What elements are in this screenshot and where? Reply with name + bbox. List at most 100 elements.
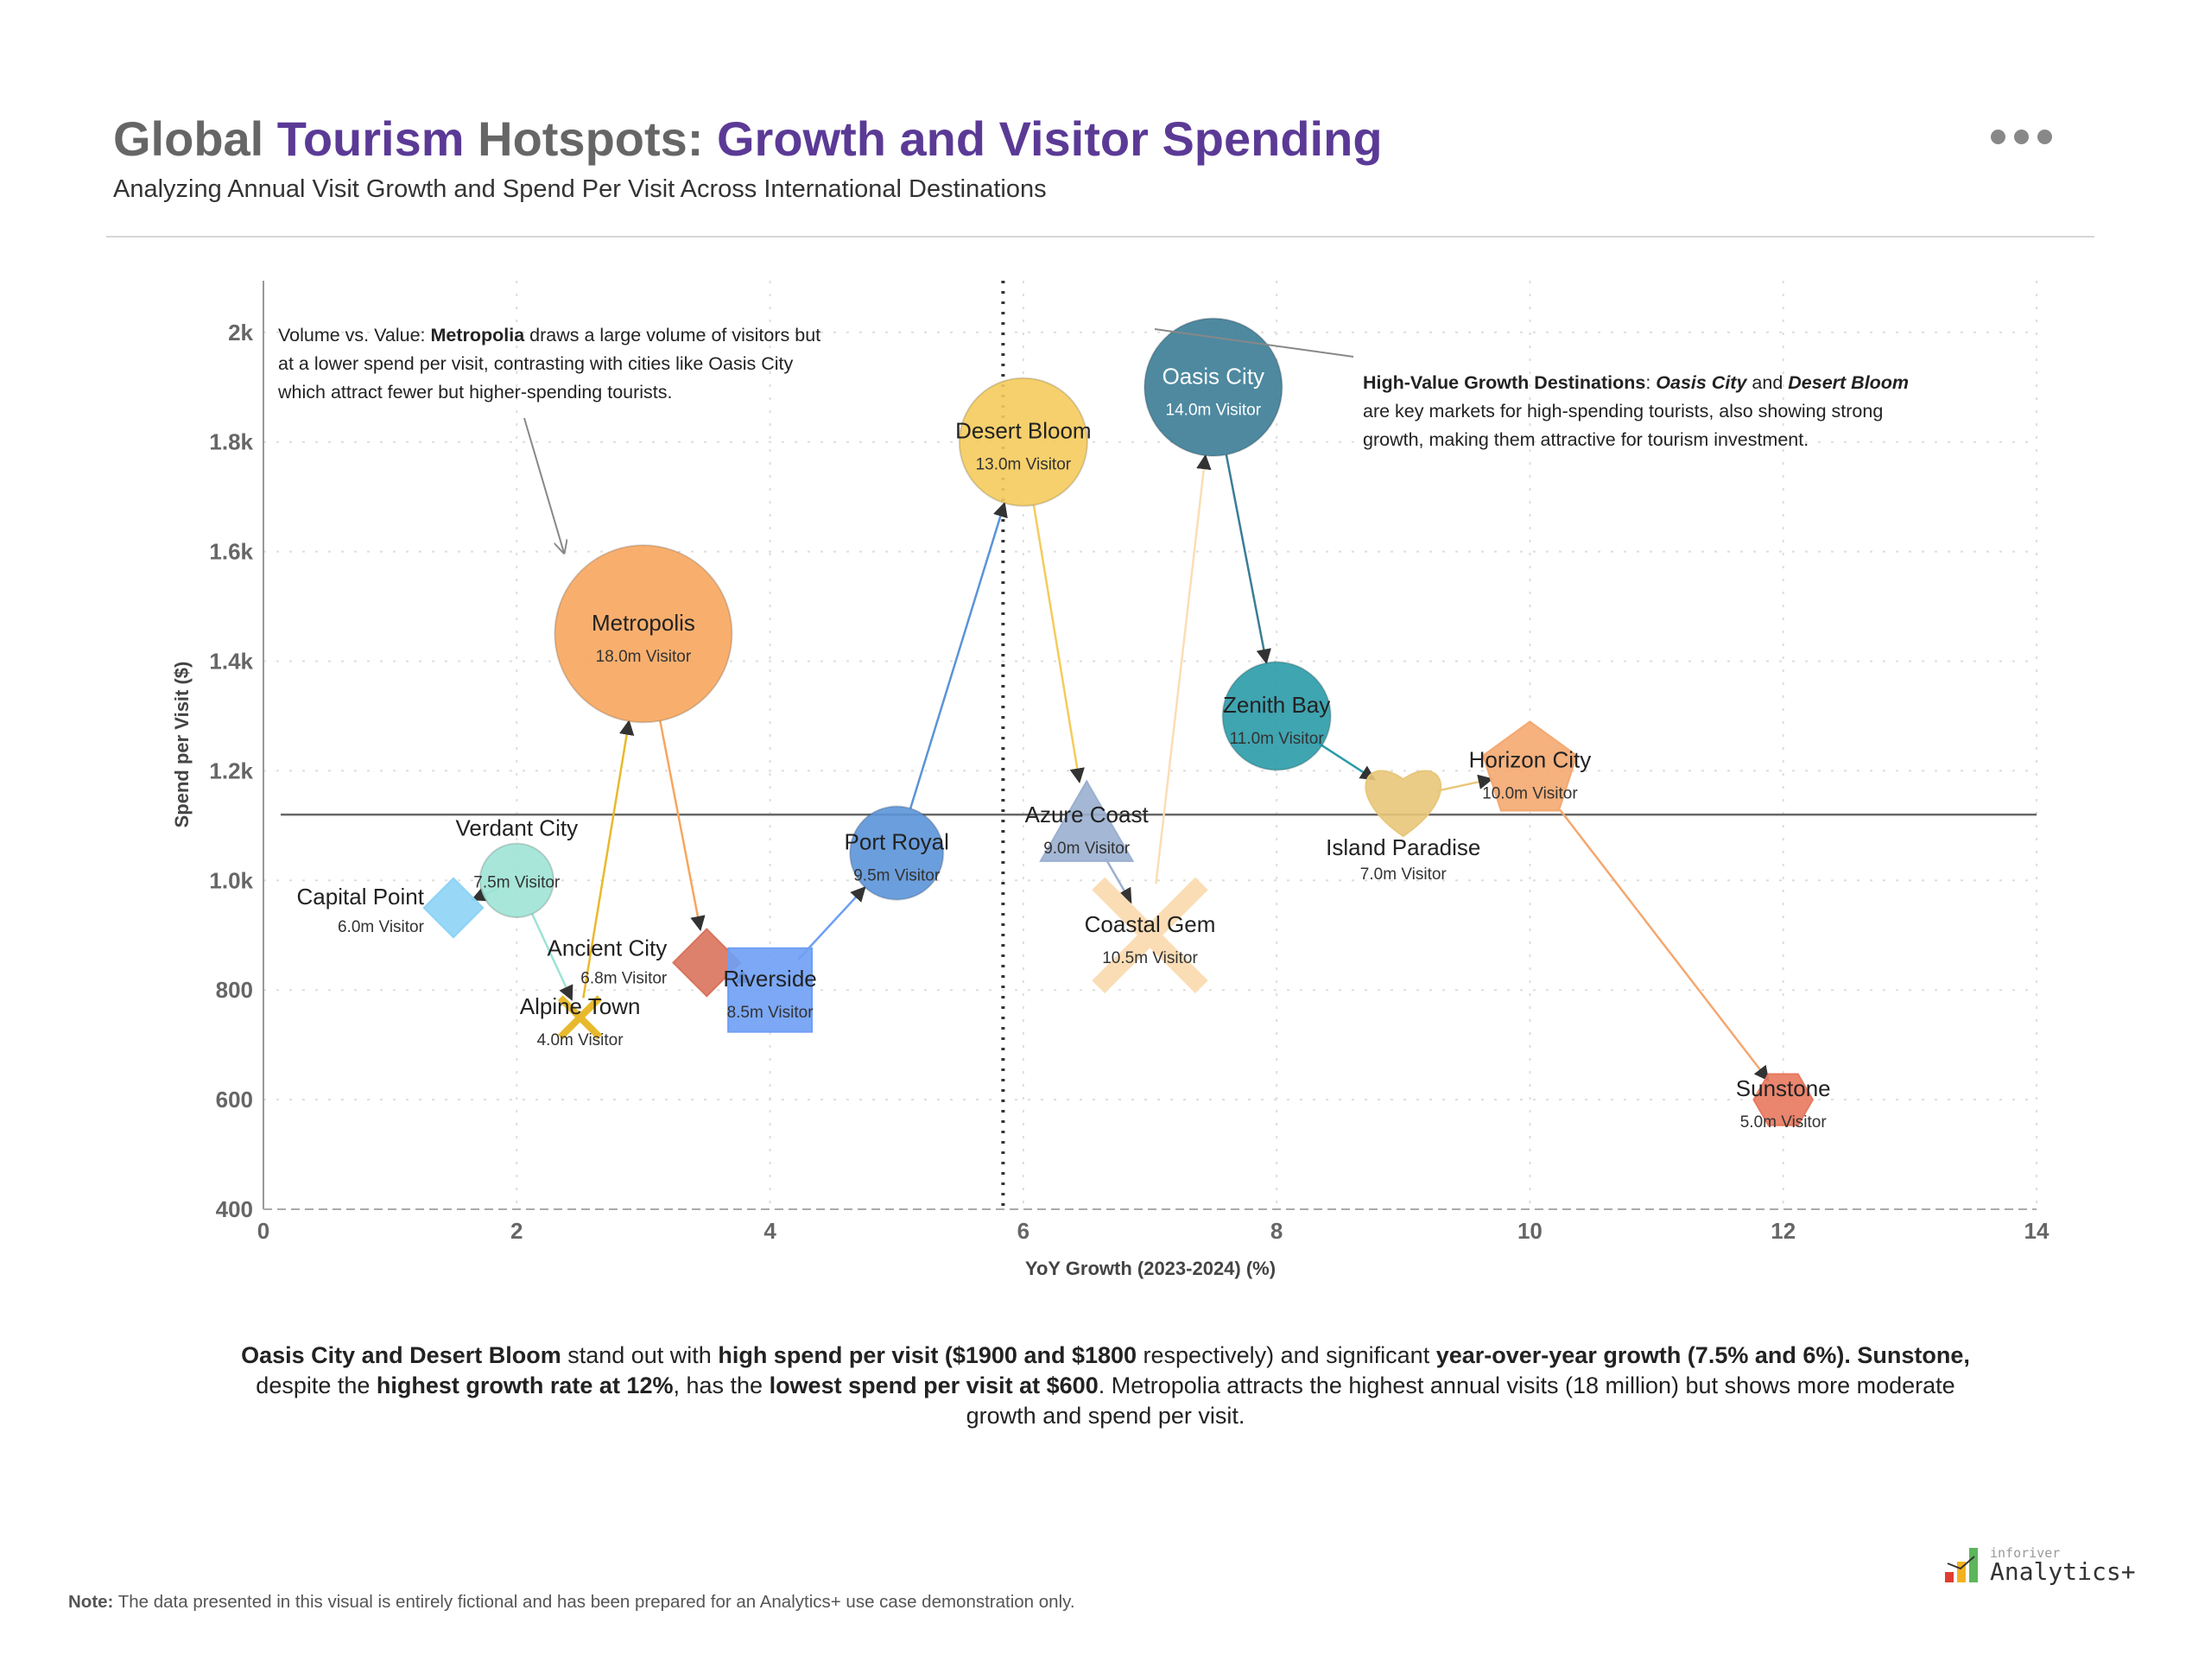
point-name-label: Sunstone	[1736, 1075, 1831, 1101]
logo-product: Analytics+	[1990, 1557, 2136, 1586]
title-part: Hotspots:	[464, 111, 717, 166]
connection-arrow	[1032, 504, 1085, 783]
x-tick-label: 0	[257, 1218, 269, 1244]
point-visitors-label: 8.5m Visitor	[727, 1004, 814, 1022]
x-tick-label: 6	[1017, 1218, 1029, 1244]
more-options-button[interactable]	[1991, 130, 2052, 144]
annotation-pointer	[523, 417, 564, 553]
summary-segment: highest growth rate at 12%	[376, 1373, 674, 1398]
point-capital-point	[422, 877, 485, 939]
connection-arrow	[1225, 454, 1271, 665]
data-points	[422, 317, 1815, 1126]
point-visitors-label: 9.5m Visitor	[853, 867, 941, 885]
title-part: Global	[113, 111, 277, 166]
point-name-label: Riverside	[723, 966, 816, 992]
connection-arrow	[1314, 739, 1376, 781]
more-horizontal-icon	[2037, 130, 2052, 144]
summary-segment: high spend per visit ($1900 and $1800	[718, 1342, 1137, 1368]
more-horizontal-icon	[2014, 130, 2029, 144]
point-visitors-label: 6.0m Visitor	[338, 918, 425, 936]
point-name-label: Desert Bloom	[955, 418, 1092, 444]
title-part: Tourism	[276, 111, 465, 166]
grid-lines	[263, 281, 2037, 1209]
y-tick-label: 400	[216, 1196, 253, 1222]
point-name-label: Verdant City	[455, 815, 578, 840]
x-axis-label: YoY Growth (2023-2024) (%)	[1025, 1258, 1276, 1279]
summary-segment: stand out with	[561, 1342, 719, 1368]
point-visitors-label: 10.5m Visitor	[1102, 949, 1198, 967]
y-tick-label: 800	[216, 977, 253, 1003]
point-visitors-label: 6.8m Visitor	[580, 969, 668, 987]
annotation-pointer	[1154, 328, 1354, 358]
x-tick-label: 4	[763, 1218, 776, 1244]
point-visitors-label: 7.5m Visitor	[473, 873, 561, 891]
summary-segment: . Metropolia attracts the highest annual…	[966, 1373, 1955, 1429]
point-verdant-city	[478, 842, 555, 919]
x-tick-label: 10	[1517, 1218, 1543, 1244]
point-coastal-gem	[1092, 877, 1208, 994]
annotation-segment: Metropolia	[430, 325, 525, 346]
page-subtitle: Analyzing Annual Visit Growth and Spend …	[113, 175, 1047, 203]
y-axis-label: Spend per Visit ($)	[171, 662, 193, 828]
point-visitors-label: 14.0m Visitor	[1166, 401, 1262, 419]
y-tick-label: 1.6k	[209, 539, 253, 565]
point-name-label: Zenith Bay	[1223, 692, 1330, 718]
page-title: Global Tourism Hotspots: Growth and Visi…	[113, 111, 1383, 167]
point-name-label: Capital Point	[297, 884, 425, 910]
connection-arrow	[659, 720, 706, 932]
point-metropolis	[554, 544, 733, 724]
point-name-label: Oasis City	[1163, 363, 1264, 389]
point-name-label: Alpine Town	[520, 993, 641, 1019]
header-divider	[106, 236, 2094, 238]
note-label: Note:	[68, 1592, 114, 1612]
point-name-label: Metropolis	[592, 610, 695, 636]
connection-arrow	[1105, 858, 1132, 904]
summary-segment: year-over-year growth (7.5% and 6%). Sun…	[1435, 1342, 1970, 1368]
point-visitors-label: 18.0m Visitor	[596, 648, 692, 666]
point-name-label: Coastal Gem	[1085, 911, 1216, 937]
x-stroke	[557, 995, 603, 1040]
logo-brand: inforiver	[1990, 1545, 2061, 1561]
point-zenith-bay	[1221, 661, 1332, 771]
point-visitors-label: 11.0m Visitor	[1230, 730, 1325, 748]
annotation-segment: :	[1645, 372, 1657, 393]
y-tick-label: 1.2k	[209, 758, 253, 783]
y-tick-label: 2k	[228, 320, 253, 346]
point-sunstone	[1752, 1073, 1815, 1126]
annotation-segment: High-Value Growth Destinations	[1363, 372, 1646, 393]
summary-segment: , has the	[673, 1373, 770, 1398]
point-name-label: Ancient City	[548, 935, 668, 960]
summary-segment: despite the	[256, 1373, 377, 1398]
analytics-plus-logo: inforiver Analytics+	[1943, 1546, 2136, 1584]
point-alpine-town	[557, 995, 603, 1040]
annotation-segment: Desert Bloom	[1788, 372, 1910, 393]
point-oasis-city	[1144, 317, 1283, 458]
connection-arrow	[1155, 453, 1212, 884]
note-text: The data presented in this visual is ent…	[113, 1592, 1075, 1612]
point-name-label: Horizon City	[1469, 746, 1592, 772]
axes: 400 600 800 1.0k 1.2k 1.4k 1.6k 1.8k 2k 0 2 4 6 8 10 12…	[209, 281, 2049, 1244]
y-tick-label: 1.0k	[209, 867, 253, 893]
x-tick-label: 14	[2024, 1218, 2049, 1244]
reference-lines	[281, 281, 2037, 1209]
point-name-label: Azure Coast	[1025, 802, 1150, 827]
annotation-segment: are key markets for high-spending touris…	[1363, 401, 1884, 450]
point-visitors-label: 9.0m Visitor	[1043, 840, 1131, 858]
annotation-segment: draws a large volume of visitors but at …	[278, 325, 821, 403]
y-tick-label: 1.4k	[209, 649, 253, 675]
x-tick-label: 12	[1771, 1218, 1796, 1244]
title-part: Growth and Visitor Spending	[716, 111, 1383, 166]
point-name-label: Port Royal	[845, 829, 949, 855]
connection-arrow	[1436, 774, 1494, 792]
point-port-royal	[849, 805, 945, 901]
y-tick-label: 1.8k	[209, 429, 253, 455]
bar-chart-logo-icon	[1945, 1548, 1978, 1582]
annotation-high-value-growth: High-Value Growth Destinations: Oasis Ci…	[1363, 369, 1933, 454]
connection-arrow	[1559, 808, 1770, 1081]
connection-arrow	[531, 913, 573, 1001]
point-riverside	[727, 947, 814, 1033]
point-island-paradise	[1365, 770, 1442, 838]
connection-arrow	[909, 501, 1008, 809]
y-tick-label: 600	[216, 1087, 253, 1113]
